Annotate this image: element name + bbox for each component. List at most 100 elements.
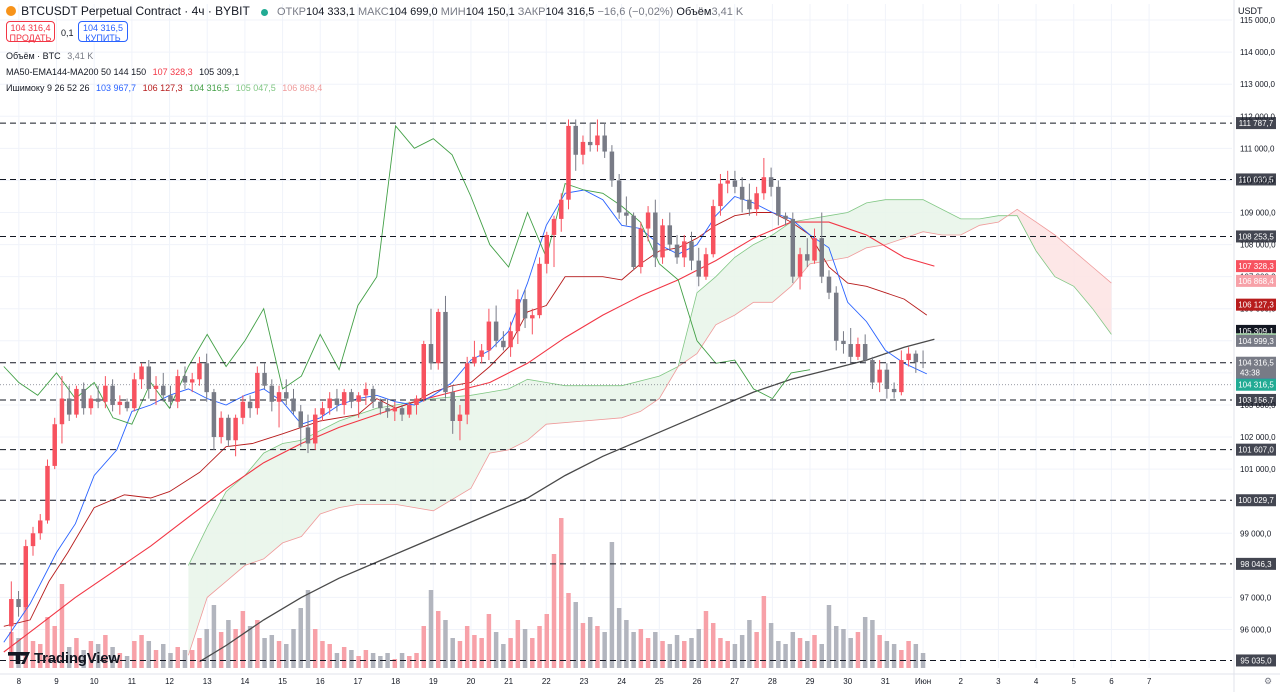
volume-bar bbox=[175, 647, 180, 668]
candle-down bbox=[428, 344, 434, 364]
tradingview-logo[interactable]: TradingView bbox=[8, 650, 120, 667]
x-tick-label: 7 bbox=[1147, 677, 1152, 686]
candle-down bbox=[291, 398, 296, 412]
volume-bar bbox=[667, 644, 673, 668]
candle-up bbox=[175, 376, 180, 402]
x-tick-label: 19 bbox=[429, 677, 438, 686]
volume-bar bbox=[884, 641, 890, 668]
volume-bar bbox=[153, 650, 159, 668]
volume-bar bbox=[522, 629, 528, 668]
candle-down bbox=[805, 254, 810, 261]
volume-legend-value: 3,41 K bbox=[67, 51, 94, 61]
volume-bar bbox=[566, 593, 571, 668]
volume-bar bbox=[841, 629, 846, 668]
candle-up bbox=[486, 321, 492, 351]
level-label-bg bbox=[1236, 230, 1276, 243]
candle-down bbox=[298, 411, 303, 428]
level-label-bg bbox=[1236, 443, 1276, 456]
volume-bar bbox=[349, 650, 354, 668]
candle-down bbox=[609, 151, 615, 181]
volume-bar bbox=[291, 629, 296, 668]
volume-bar bbox=[913, 644, 919, 668]
volume-bar bbox=[530, 638, 535, 668]
candle-up bbox=[855, 344, 861, 357]
volume-bar bbox=[52, 626, 57, 668]
candle-down bbox=[305, 427, 311, 444]
y-tick-label: 102 000,0 bbox=[1240, 433, 1276, 442]
candle-up bbox=[515, 299, 521, 332]
volume-bar bbox=[298, 608, 303, 668]
ma-legend-value-1: 107 328,3 bbox=[152, 67, 193, 77]
volume-bar bbox=[631, 632, 636, 668]
level-label-bg bbox=[1236, 654, 1276, 667]
volume-legend[interactable]: Объём · BTC 3,41 K bbox=[6, 50, 93, 62]
volume-bar bbox=[645, 638, 651, 668]
volume-bar bbox=[30, 641, 36, 668]
volume-bar bbox=[689, 638, 694, 668]
volume-bar bbox=[276, 641, 282, 668]
tenkan-line bbox=[3, 189, 927, 643]
symbol-icon[interactable] bbox=[6, 6, 16, 16]
tradingview-logo-icon bbox=[8, 652, 30, 664]
candle-down bbox=[862, 344, 868, 361]
volume-bar bbox=[537, 626, 542, 668]
volume-bar bbox=[544, 614, 550, 668]
candle-up bbox=[139, 366, 144, 380]
candle-up bbox=[320, 408, 325, 415]
horizontal-levels[interactable]: 111 787,7 110 030,5 108 253,5 103 156,7 101 … bbox=[0, 117, 1276, 667]
volume-bar bbox=[653, 632, 658, 668]
ichimoku-legend-value-2: 106 127,3 bbox=[142, 83, 183, 93]
volume-bar bbox=[486, 614, 492, 668]
candle-up bbox=[23, 546, 29, 608]
candle-up bbox=[88, 398, 94, 409]
candle-up bbox=[660, 225, 665, 258]
candle-up bbox=[153, 385, 159, 389]
candle-down bbox=[385, 408, 390, 412]
volume-bar bbox=[117, 653, 123, 668]
currency-label[interactable]: USDT bbox=[1238, 6, 1263, 16]
level-label-bg bbox=[1236, 557, 1276, 570]
last-price-bg bbox=[1236, 356, 1276, 379]
level-label: 110 030,5 bbox=[1239, 175, 1275, 184]
x-tick-label: 27 bbox=[730, 677, 739, 686]
ma-legend[interactable]: MA50-EMA144-MA200 50 144 150 107 328,3 1… bbox=[6, 66, 239, 78]
x-tick-label: 3 bbox=[996, 677, 1001, 686]
candle-down bbox=[689, 241, 694, 261]
ichimoku-legend-value-3: 104 316,5 bbox=[189, 83, 230, 93]
volume-bar bbox=[848, 638, 853, 668]
x-tick-label: 21 bbox=[504, 677, 513, 686]
volume-bar bbox=[95, 644, 101, 668]
volume-bar bbox=[204, 629, 209, 668]
volume-bar bbox=[45, 617, 50, 668]
candle-down bbox=[870, 360, 875, 383]
close-value: 104 316,5 bbox=[545, 6, 595, 18]
volume-bar bbox=[124, 656, 130, 668]
candle-down bbox=[667, 225, 673, 245]
volume-bar bbox=[805, 641, 810, 668]
candle-down bbox=[247, 401, 253, 409]
time-axis[interactable]: 8 9 10 11 12 13 14 15 16 17 18 19 20 21 22 23 24 25 26 27 28… bbox=[0, 673, 1280, 686]
candle-up bbox=[645, 212, 651, 229]
candle-up bbox=[327, 398, 332, 409]
volume-bar bbox=[74, 638, 79, 668]
candle-up bbox=[363, 388, 369, 396]
buy-button[interactable]: 104 316,5 КУПИТЬ bbox=[78, 21, 128, 43]
sell-button[interactable]: 104 316,4 ПРОДАТЬ bbox=[6, 21, 55, 43]
candle-up bbox=[537, 263, 542, 316]
symbol-title[interactable]: BTCUSDT Perpetual Contract · 4ч · BYBIT bbox=[21, 4, 250, 18]
candle-down bbox=[443, 311, 448, 393]
candle-up bbox=[312, 414, 318, 444]
volume-bar bbox=[812, 635, 817, 668]
volume-bar bbox=[472, 635, 477, 668]
candle-down bbox=[226, 417, 231, 441]
level-label: 101 607,0 bbox=[1238, 446, 1274, 455]
level-label: 95 035,0 bbox=[1240, 656, 1272, 665]
volume-bar bbox=[385, 653, 390, 668]
volume-bar bbox=[501, 644, 506, 668]
ichimoku-legend[interactable]: Ишимоку 9 26 52 26 103 967,7 106 127,3 1… bbox=[6, 82, 322, 94]
order-quantity[interactable]: 0,1 bbox=[61, 28, 74, 38]
candle-down bbox=[66, 398, 72, 415]
candle-down bbox=[884, 369, 890, 389]
candle-down bbox=[146, 366, 152, 389]
